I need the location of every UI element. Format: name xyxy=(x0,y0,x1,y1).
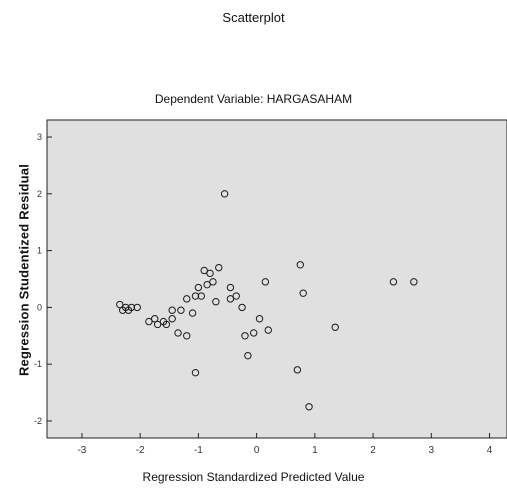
x-tick-label: 1 xyxy=(312,445,318,456)
data-point xyxy=(241,332,249,340)
axis-ticks: -3 -2 -1 0 1 2 3 4 -2 -1 0 1 2 3 xyxy=(34,132,493,456)
data-point xyxy=(168,315,176,323)
data-point xyxy=(250,329,258,337)
data-point xyxy=(194,283,203,292)
plot-area xyxy=(46,119,507,439)
chart-title: Scatterplot xyxy=(222,10,285,25)
x-tick-label: -1 xyxy=(194,445,203,456)
data-point xyxy=(261,278,270,286)
data-point xyxy=(255,315,264,323)
x-axis-label: Regression Standardized Predicted Value xyxy=(142,470,365,484)
data-point xyxy=(410,278,418,286)
data-point xyxy=(215,263,223,272)
data-point xyxy=(305,403,313,411)
data-point xyxy=(244,351,252,360)
x-tick-label: -3 xyxy=(77,445,86,456)
data-point xyxy=(209,278,217,286)
data-point xyxy=(168,306,176,314)
data-point xyxy=(145,317,153,326)
data-point xyxy=(264,326,272,334)
data-point xyxy=(331,323,339,331)
data-point xyxy=(133,303,141,312)
y-tick-label: 0 xyxy=(37,302,42,312)
chart-subtitle: Dependent Variable: HARGASAHAM xyxy=(154,92,353,106)
y-axis-label: Regression Studentized Residual xyxy=(16,163,32,377)
x-tick-label: -2 xyxy=(136,445,145,456)
data-point xyxy=(220,190,229,198)
data-point xyxy=(200,266,208,275)
y-tick-label: 3 xyxy=(37,132,42,142)
data-point xyxy=(174,329,182,337)
x-tick-label: 2 xyxy=(370,445,376,456)
data-point xyxy=(203,280,211,289)
data-point xyxy=(226,295,235,303)
data-point xyxy=(226,283,235,292)
data-point xyxy=(183,295,191,303)
data-points xyxy=(116,190,418,411)
x-tick-label: 0 xyxy=(254,445,260,456)
y-axis-label-box: Regression Studentized Residual xyxy=(14,120,34,420)
data-point xyxy=(162,320,171,329)
data-point xyxy=(296,261,304,269)
data-point xyxy=(191,292,200,300)
data-point xyxy=(206,269,214,278)
data-point xyxy=(191,368,200,377)
data-point xyxy=(212,298,220,306)
x-tick-label: 3 xyxy=(429,445,435,456)
data-point xyxy=(188,309,197,317)
data-point xyxy=(232,292,240,300)
data-point xyxy=(177,306,185,314)
x-tick-label: 4 xyxy=(487,445,493,456)
y-tick-label: 2 xyxy=(37,189,42,199)
data-point xyxy=(299,289,307,297)
data-point xyxy=(293,366,302,374)
data-point xyxy=(151,315,159,323)
data-point xyxy=(197,292,206,300)
y-tick-label: -2 xyxy=(34,416,42,426)
y-tick-label: 1 xyxy=(37,246,42,256)
y-tick-label: -1 xyxy=(34,359,42,369)
data-point xyxy=(116,300,124,309)
data-point xyxy=(183,332,191,340)
data-point xyxy=(389,278,398,286)
data-point xyxy=(153,320,162,329)
data-point xyxy=(127,303,136,312)
data-point xyxy=(238,303,246,312)
